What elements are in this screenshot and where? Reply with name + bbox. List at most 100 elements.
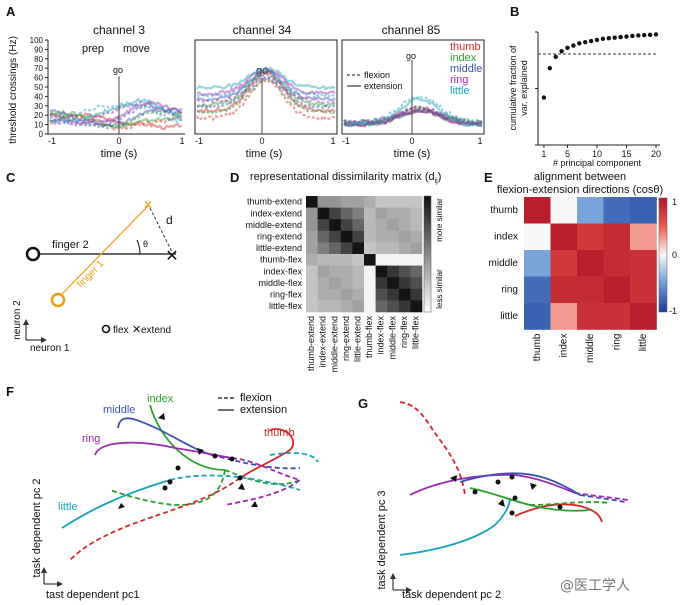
alignment-cell — [524, 223, 551, 251]
rdm-cell — [306, 277, 318, 290]
channel-3-traces — [49, 97, 183, 132]
rdm-cell — [375, 196, 388, 208]
alignment-cell — [577, 250, 604, 277]
pc-point — [630, 33, 635, 39]
alignment-cell — [603, 303, 631, 330]
trajectory-dot — [162, 485, 168, 491]
trace-ring — [196, 74, 336, 104]
xtick: 0 — [409, 136, 414, 146]
go-annotation-1: go — [113, 65, 123, 75]
panel-f-ylabel: task dependent pc 2 — [31, 478, 43, 577]
rdm-row-label: middle-flex — [258, 278, 302, 288]
trajectory-dot — [472, 489, 478, 495]
rdm-cell — [306, 207, 318, 220]
rdm-cell — [375, 277, 388, 290]
alignment-cell — [630, 276, 657, 304]
trace-ring — [343, 105, 483, 126]
channel-3-xlabel: time (s) — [101, 148, 138, 160]
trajectory-arrow — [197, 448, 204, 455]
legend-thumb: thumb — [450, 41, 481, 53]
rdm-cell — [306, 196, 318, 208]
rdm-cell — [352, 300, 365, 313]
panel-g: G task dependent pc 3 task dependent — [358, 396, 630, 601]
trajectory-arrow — [238, 483, 245, 490]
rdm-cell — [387, 265, 400, 278]
rdm-cell — [398, 288, 411, 301]
pc-point — [612, 35, 617, 40]
rdm-matrix — [306, 196, 423, 313]
pc-point — [583, 39, 588, 45]
trace-thumb — [196, 70, 336, 114]
rdm-cell — [340, 288, 353, 301]
thumb-extension-trace-g — [514, 503, 603, 523]
panel-g-markers — [450, 474, 563, 516]
xtick-label: 20 — [651, 149, 661, 159]
finger2-flex-marker — [25, 246, 41, 262]
theta-label: θ — [143, 239, 148, 249]
pc-point — [594, 37, 600, 43]
panel-b-points — [541, 32, 659, 100]
panel-g-ylabel: task dependent pc 3 — [376, 490, 388, 589]
rdm-cell — [317, 288, 330, 301]
channel-85-frame — [341, 39, 485, 135]
panel-e-label: E — [484, 170, 493, 185]
rdm-col-label: thumb-flex — [364, 316, 374, 359]
xtick-label: 1 — [541, 149, 546, 159]
rdm-col-label: index-flex — [376, 316, 386, 355]
trace-little — [196, 73, 336, 99]
legend-little: little — [450, 85, 470, 97]
alignment-row-label: thumb — [490, 205, 518, 216]
rdm-cell — [410, 254, 423, 266]
rdm-cell — [410, 242, 423, 255]
rdm-row-label: ring-flex — [270, 290, 303, 300]
finger1-extend-marker: ✕ — [143, 198, 153, 212]
pc-point — [541, 95, 547, 100]
alignment-cell — [524, 303, 551, 330]
finger2-label: finger 2 — [52, 239, 89, 251]
rdm-col-labels: thumb-extend index-extend middle-extend rin… — [306, 316, 420, 373]
finger-label-middle: middle — [103, 404, 135, 416]
rdm-cell — [306, 254, 318, 266]
rdm-cell — [375, 207, 388, 220]
rdm-cell — [352, 242, 365, 255]
rdm-cell — [306, 242, 318, 255]
trajectory-dot — [229, 456, 235, 462]
little-flexion-trace — [169, 474, 301, 491]
rdm-col-label: middle-flex — [387, 316, 397, 360]
trace-middle — [343, 107, 483, 128]
pc-point — [577, 41, 582, 46]
trajectory-dot — [557, 504, 563, 510]
neuron2-label: neuron 2 — [12, 300, 23, 340]
rdm-row-label: little-extend — [256, 243, 302, 253]
trace-middle — [49, 107, 183, 129]
rdm-cell — [364, 230, 376, 243]
rdm-cell — [317, 254, 330, 266]
panel-e-title-2: flexion-extension directions (cosθ) — [497, 184, 663, 196]
trajectory-dot — [512, 495, 518, 501]
panel-c: C ✕ finger 2 ✕ finger 1 θ d neuron 2 neu… — [6, 170, 179, 354]
rdm-cell — [398, 242, 411, 255]
pc-point — [618, 34, 623, 40]
pc-point — [565, 45, 570, 51]
rdm-cell — [387, 288, 400, 301]
trace-index — [196, 78, 336, 116]
rdm-col-label: ring-flex — [399, 316, 409, 349]
rdm-cell — [364, 265, 376, 278]
trace-middle — [49, 103, 183, 128]
rdm-cell — [398, 230, 411, 243]
channel-34-title: channel 34 — [233, 23, 292, 37]
xtick: -1 — [48, 136, 56, 146]
trace-index — [49, 109, 183, 129]
panel-b: B cumulative fraction of var. explained … — [508, 4, 661, 168]
rdm-row-label: index-extend — [250, 208, 302, 218]
alignment-colorbar — [658, 197, 668, 313]
rdm-cell — [352, 265, 365, 278]
rdm-row-label: thumb-flex — [260, 255, 303, 265]
rdm-cell — [375, 288, 388, 301]
rdm-cell — [352, 277, 365, 290]
rdm-cell — [364, 300, 376, 313]
pc-point — [588, 38, 594, 44]
rdm-cell — [317, 207, 330, 220]
